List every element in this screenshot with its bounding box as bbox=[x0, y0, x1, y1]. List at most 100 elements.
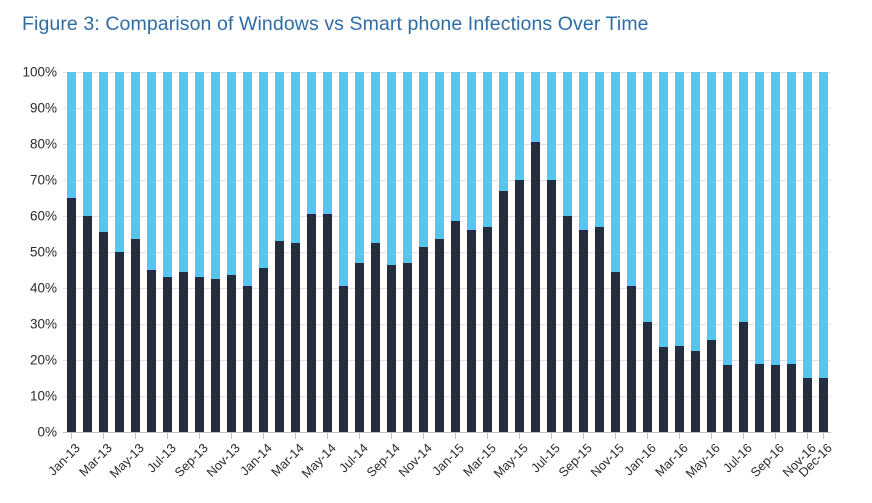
bar-segment-windows[interactable] bbox=[162, 277, 172, 432]
bar-segment-smartphone[interactable] bbox=[434, 72, 444, 240]
bar-segment-windows[interactable] bbox=[210, 279, 220, 432]
bar-column[interactable] bbox=[242, 72, 252, 432]
bar-segment-windows[interactable] bbox=[290, 243, 300, 432]
bar-segment-windows[interactable] bbox=[498, 190, 508, 432]
bar-segment-windows[interactable] bbox=[370, 243, 380, 432]
bar-segment-windows[interactable] bbox=[466, 230, 476, 432]
bar-segment-windows[interactable] bbox=[818, 378, 828, 432]
bar-column[interactable] bbox=[210, 72, 220, 432]
bar-column[interactable] bbox=[274, 72, 284, 432]
bar-segment-windows[interactable] bbox=[418, 246, 428, 432]
bar-column[interactable] bbox=[162, 72, 172, 432]
bar-column[interactable] bbox=[66, 72, 76, 432]
bar-column[interactable] bbox=[434, 72, 444, 432]
bar-segment-windows[interactable] bbox=[146, 270, 156, 432]
bar-segment-smartphone[interactable] bbox=[258, 72, 268, 269]
bar-column[interactable] bbox=[626, 72, 636, 432]
bar-segment-smartphone[interactable] bbox=[418, 72, 428, 247]
bar-segment-smartphone[interactable] bbox=[514, 72, 524, 180]
bar-column[interactable] bbox=[530, 72, 540, 432]
bar-segment-windows[interactable] bbox=[770, 365, 780, 432]
bar-segment-smartphone[interactable] bbox=[818, 72, 828, 378]
bar-column[interactable] bbox=[450, 72, 460, 432]
bar-segment-windows[interactable] bbox=[82, 216, 92, 432]
bar-segment-windows[interactable] bbox=[322, 214, 332, 432]
bar-column[interactable] bbox=[610, 72, 620, 432]
bar-segment-windows[interactable] bbox=[402, 262, 412, 432]
bar-column[interactable] bbox=[706, 72, 716, 432]
bar-segment-windows[interactable] bbox=[514, 180, 524, 432]
bar-segment-smartphone[interactable] bbox=[770, 72, 780, 366]
bar-segment-windows[interactable] bbox=[594, 226, 604, 432]
bar-segment-smartphone[interactable] bbox=[114, 72, 124, 252]
bar-segment-smartphone[interactable] bbox=[338, 72, 348, 287]
bar-segment-smartphone[interactable] bbox=[242, 72, 252, 287]
bar-segment-smartphone[interactable] bbox=[690, 72, 700, 351]
bar-column[interactable] bbox=[402, 72, 412, 432]
bar-segment-smartphone[interactable] bbox=[178, 72, 188, 272]
bar-segment-windows[interactable] bbox=[690, 351, 700, 432]
bar-segment-smartphone[interactable] bbox=[274, 72, 284, 242]
bar-column[interactable] bbox=[370, 72, 380, 432]
bar-segment-smartphone[interactable] bbox=[674, 72, 684, 346]
bar-segment-smartphone[interactable] bbox=[786, 72, 796, 364]
bar-column[interactable] bbox=[594, 72, 604, 432]
bar-segment-smartphone[interactable] bbox=[354, 72, 364, 263]
bar-segment-smartphone[interactable] bbox=[162, 72, 172, 278]
bar-column[interactable] bbox=[562, 72, 572, 432]
bar-segment-smartphone[interactable] bbox=[482, 72, 492, 227]
bar-segment-windows[interactable] bbox=[226, 275, 236, 432]
bar-segment-smartphone[interactable] bbox=[386, 72, 396, 265]
bar-column[interactable] bbox=[642, 72, 652, 432]
bar-column[interactable] bbox=[818, 72, 828, 432]
bar-column[interactable] bbox=[578, 72, 588, 432]
bar-segment-windows[interactable] bbox=[786, 363, 796, 432]
bar-segment-smartphone[interactable] bbox=[706, 72, 716, 341]
bar-column[interactable] bbox=[354, 72, 364, 432]
bar-segment-smartphone[interactable] bbox=[450, 72, 460, 222]
bar-segment-windows[interactable] bbox=[802, 378, 812, 432]
bar-column[interactable] bbox=[338, 72, 348, 432]
bar-segment-smartphone[interactable] bbox=[722, 72, 732, 366]
bar-column[interactable] bbox=[258, 72, 268, 432]
bar-segment-windows[interactable] bbox=[306, 214, 316, 432]
bar-segment-windows[interactable] bbox=[738, 322, 748, 432]
bar-column[interactable] bbox=[466, 72, 476, 432]
bar-column[interactable] bbox=[770, 72, 780, 432]
bar-segment-smartphone[interactable] bbox=[82, 72, 92, 216]
bar-segment-smartphone[interactable] bbox=[738, 72, 748, 323]
bar-segment-smartphone[interactable] bbox=[210, 72, 220, 279]
bar-segment-smartphone[interactable] bbox=[146, 72, 156, 270]
bar-column[interactable] bbox=[786, 72, 796, 432]
bar-segment-smartphone[interactable] bbox=[194, 72, 204, 278]
bar-column[interactable] bbox=[674, 72, 684, 432]
bar-segment-smartphone[interactable] bbox=[306, 72, 316, 215]
bar-segment-smartphone[interactable] bbox=[322, 72, 332, 215]
bar-segment-smartphone[interactable] bbox=[130, 72, 140, 240]
bar-column[interactable] bbox=[194, 72, 204, 432]
bar-segment-windows[interactable] bbox=[562, 216, 572, 432]
bar-segment-windows[interactable] bbox=[178, 271, 188, 432]
bar-column[interactable] bbox=[130, 72, 140, 432]
bar-segment-smartphone[interactable] bbox=[594, 72, 604, 227]
bar-segment-smartphone[interactable] bbox=[530, 72, 540, 143]
bar-column[interactable] bbox=[658, 72, 668, 432]
bar-segment-smartphone[interactable] bbox=[642, 72, 652, 323]
bar-column[interactable] bbox=[386, 72, 396, 432]
bar-column[interactable] bbox=[178, 72, 188, 432]
bar-column[interactable] bbox=[418, 72, 428, 432]
bar-segment-windows[interactable] bbox=[754, 363, 764, 432]
bar-segment-smartphone[interactable] bbox=[98, 72, 108, 233]
bar-segment-windows[interactable] bbox=[626, 286, 636, 432]
bar-segment-windows[interactable] bbox=[642, 322, 652, 432]
bar-segment-smartphone[interactable] bbox=[578, 72, 588, 231]
bar-column[interactable] bbox=[226, 72, 236, 432]
bar-segment-smartphone[interactable] bbox=[802, 72, 812, 378]
bar-segment-windows[interactable] bbox=[114, 252, 124, 432]
bar-column[interactable] bbox=[738, 72, 748, 432]
bar-segment-smartphone[interactable] bbox=[610, 72, 620, 272]
bar-segment-windows[interactable] bbox=[130, 239, 140, 432]
bar-segment-smartphone[interactable] bbox=[562, 72, 572, 216]
bar-segment-windows[interactable] bbox=[546, 180, 556, 432]
bar-segment-windows[interactable] bbox=[242, 286, 252, 432]
